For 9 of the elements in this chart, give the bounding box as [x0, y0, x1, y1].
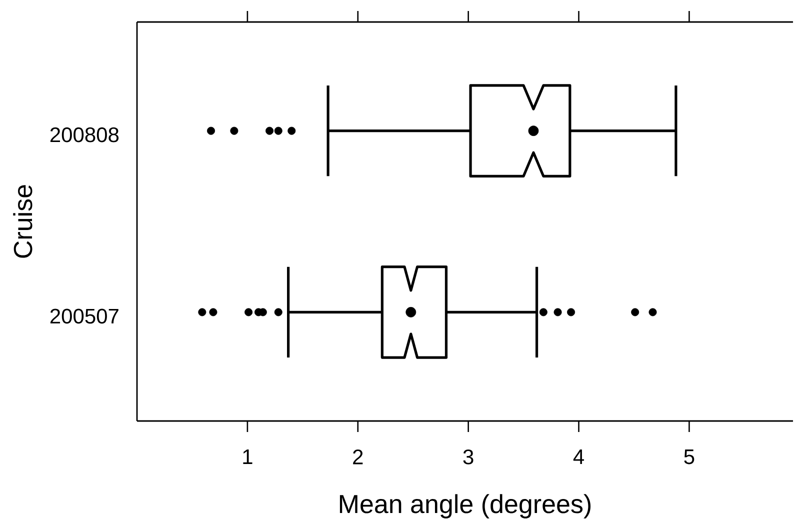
y-tick-label: 200507	[50, 308, 118, 324]
x-tick-label: 1	[243, 450, 252, 464]
y-tick-label: 200808	[50, 127, 119, 142]
x-axis-title: Mean angle (degrees)	[340, 494, 591, 518]
x-tick-label: 5	[684, 450, 694, 464]
y-axis-title: Cruise	[13, 185, 32, 258]
x-tick-label: 3	[463, 450, 474, 464]
x-tick-label: 2	[353, 450, 363, 464]
x-tick-label: 4	[573, 450, 584, 464]
